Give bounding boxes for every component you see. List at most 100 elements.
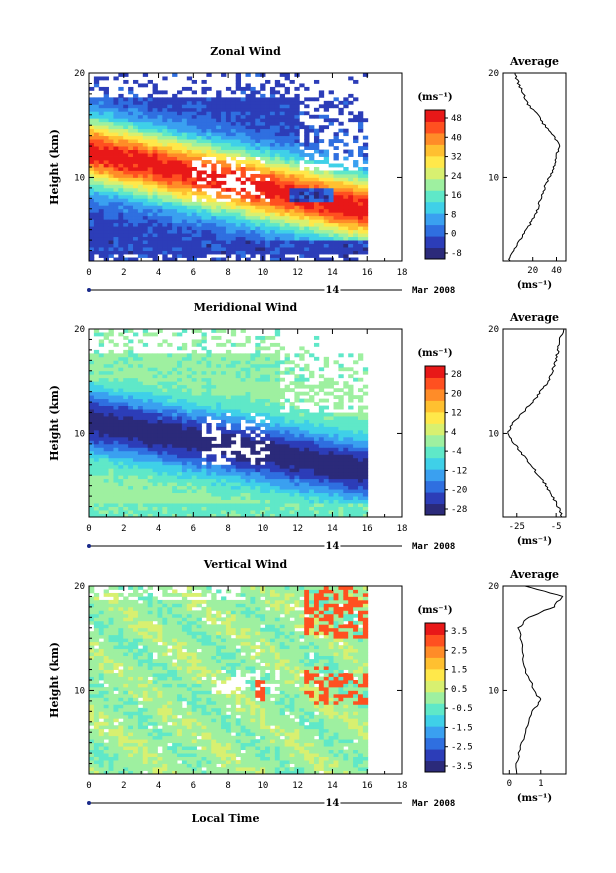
heatmap-cell <box>323 454 330 459</box>
heatmap-cell <box>304 349 310 354</box>
heatmap-cell <box>206 457 212 462</box>
heatmap-cell <box>333 412 339 417</box>
heatmap-cell <box>225 233 232 238</box>
heatmap-cell <box>172 142 178 147</box>
heatmap-cell <box>113 125 119 130</box>
heatmap-cell <box>279 370 286 375</box>
heatmap-cell <box>255 391 261 396</box>
heatmap-cell <box>309 184 315 189</box>
heatmap-cell <box>89 243 95 248</box>
heatmap-cell <box>279 128 286 133</box>
heatmap-cell <box>186 170 193 175</box>
heatmap-cell <box>328 440 334 445</box>
heatmap-cell <box>98 97 105 102</box>
heatmap-cell <box>299 489 305 494</box>
heatmap-cell <box>274 229 281 234</box>
heatmap-cell <box>274 496 281 500</box>
heatmap-cell <box>357 212 364 217</box>
heatmap-cell <box>357 173 364 178</box>
heatmap-cell <box>133 377 139 382</box>
heatmap-cell <box>98 356 105 361</box>
heatmap-cell <box>294 229 300 234</box>
heatmap-cell <box>260 149 266 154</box>
heatmap-cell <box>221 409 227 413</box>
heatmap-cell <box>225 381 232 386</box>
heatmap-cell <box>235 395 242 400</box>
heatmap-cell <box>250 429 256 434</box>
heatmap-cell <box>128 132 134 137</box>
heatmap-cell <box>118 492 124 497</box>
heatmap-cell <box>93 121 100 126</box>
heatmap-cell <box>162 506 168 511</box>
heatmap-cell <box>157 212 163 217</box>
heatmap-cell <box>162 257 168 262</box>
heatmap-cell <box>123 356 129 361</box>
heatmap-cell <box>294 180 300 185</box>
heatmap-cell <box>133 125 139 130</box>
heatmap-cell <box>89 423 95 427</box>
heatmap-cell <box>313 219 320 224</box>
heatmap-cell <box>108 173 114 178</box>
heatmap-cell <box>147 215 153 220</box>
heatmap-cell <box>313 191 320 196</box>
heatmap-cell <box>162 510 168 514</box>
heatmap-cell <box>191 114 197 119</box>
heatmap-cell <box>245 135 251 140</box>
heatmap-cell <box>235 73 242 77</box>
heatmap-cell <box>89 416 95 420</box>
heatmap-cell <box>157 139 163 144</box>
heatmap-cell <box>108 360 114 365</box>
heatmap-cell <box>353 236 359 241</box>
heatmap-cell <box>357 149 364 154</box>
heatmap-cell <box>128 388 134 393</box>
heatmap-cell <box>250 440 256 445</box>
heatmap-cell <box>274 436 281 441</box>
heatmap-cell <box>142 111 149 116</box>
heatmap-cell <box>299 374 305 379</box>
heatmap-cell <box>284 114 290 119</box>
heatmap-cell <box>93 405 100 410</box>
heatmap-cell <box>137 429 144 434</box>
heatmap-cell <box>186 226 193 231</box>
heatmap-cell <box>167 170 173 175</box>
heatmap-cell <box>333 153 339 157</box>
heatmap-cell <box>338 454 344 459</box>
heatmap-cell <box>191 405 197 410</box>
heatmap-cell <box>221 73 227 77</box>
heatmap-cell <box>323 443 330 448</box>
heatmap-cell <box>172 243 178 248</box>
heatmap-cell <box>225 215 232 220</box>
heatmap-cell <box>201 447 207 452</box>
heatmap-cell <box>245 83 251 88</box>
heatmap-cell <box>142 367 149 372</box>
heatmap-cell <box>157 170 163 175</box>
heatmap-cell <box>172 240 178 244</box>
heatmap-cell <box>186 254 193 258</box>
heatmap-cell <box>284 429 290 434</box>
heatmap-cell <box>167 128 173 133</box>
heatmap-cell <box>216 104 222 109</box>
heatmap-cell <box>216 409 222 413</box>
heatmap-cell <box>343 429 349 434</box>
heatmap-cell <box>186 111 193 116</box>
x-tick-label: 12 <box>292 268 303 278</box>
heatmap-cell <box>162 423 168 427</box>
heatmap-cell <box>294 160 300 164</box>
heatmap-cell <box>279 257 286 262</box>
heatmap-cell <box>279 454 286 459</box>
heatmap-cell <box>362 173 369 178</box>
heatmap-cell <box>167 454 173 459</box>
heatmap-cell <box>201 100 207 105</box>
heatmap-cell <box>196 229 202 234</box>
heatmap-cell <box>89 240 95 244</box>
heatmap-cell <box>128 492 134 497</box>
heatmap-cell <box>318 492 325 497</box>
heatmap-cell <box>167 100 173 105</box>
heatmap-cell <box>348 233 354 238</box>
heatmap-cell <box>147 384 153 389</box>
heatmap-cell <box>201 464 207 469</box>
colorbar-swatch <box>425 201 445 214</box>
heatmap-cell <box>269 468 276 473</box>
heatmap-cell <box>309 353 315 358</box>
heatmap-cell <box>348 450 354 455</box>
